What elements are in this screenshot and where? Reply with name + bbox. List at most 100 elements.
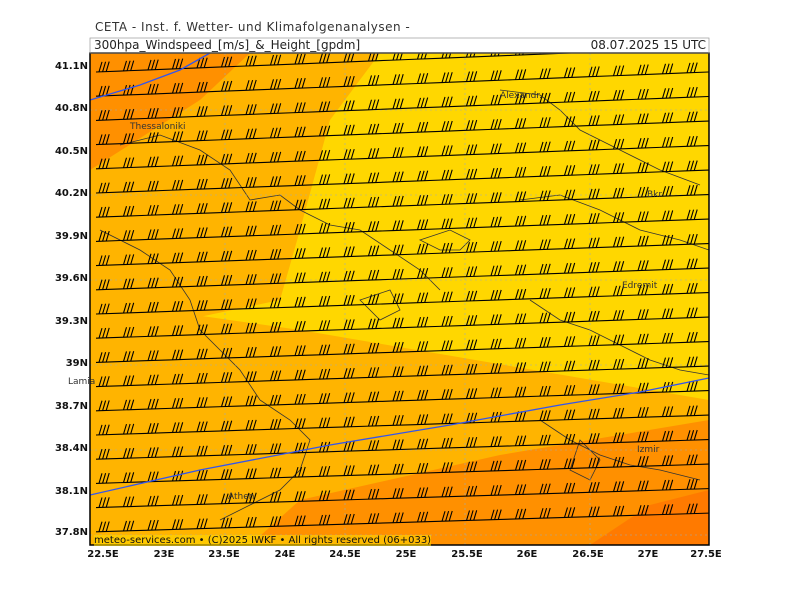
parameter-label: 300hpa_Windspeed_[m/s]_&_Height_[gpdm] bbox=[94, 38, 361, 52]
wind-barb bbox=[340, 246, 366, 258]
wind-barb bbox=[144, 204, 170, 216]
wind-barb bbox=[340, 416, 366, 428]
wind-barb bbox=[659, 430, 685, 442]
wind-barb bbox=[659, 479, 685, 491]
wind-barb bbox=[144, 83, 170, 95]
wind-barb bbox=[267, 103, 293, 115]
wind-barb bbox=[144, 301, 170, 313]
wind-barb bbox=[267, 491, 293, 503]
wind-barb bbox=[218, 250, 244, 262]
wind-barb bbox=[463, 315, 489, 327]
wind-barb bbox=[389, 171, 415, 183]
wind-barb bbox=[561, 311, 587, 323]
wind-barb bbox=[659, 112, 685, 124]
wind-barb bbox=[512, 264, 538, 276]
wind-barb bbox=[512, 484, 538, 496]
wind-barb bbox=[120, 496, 146, 508]
wind-barb bbox=[512, 215, 538, 227]
wind-barb bbox=[561, 384, 587, 396]
lat-tick: 39.3N bbox=[54, 316, 88, 327]
wind-barb bbox=[659, 357, 685, 369]
wind-barb bbox=[610, 65, 636, 77]
wind-barb bbox=[242, 249, 268, 261]
wind-barb bbox=[218, 177, 244, 189]
wind-barb bbox=[610, 236, 636, 248]
wind-barb bbox=[169, 422, 195, 434]
wind-barb bbox=[512, 191, 538, 203]
wind-barb bbox=[536, 190, 562, 202]
wind-barb bbox=[193, 469, 219, 481]
wind-barb bbox=[438, 462, 464, 474]
wind-barb bbox=[536, 385, 562, 397]
wind-barb bbox=[95, 279, 121, 291]
wind-barb bbox=[340, 100, 366, 112]
wind-barb bbox=[365, 99, 391, 111]
coastlines bbox=[99, 89, 709, 521]
wind-barb bbox=[95, 255, 121, 267]
wind-barb bbox=[365, 148, 391, 160]
lat-tick: 41.1N bbox=[54, 61, 88, 72]
wind-barb bbox=[267, 200, 293, 212]
wind-barb bbox=[463, 241, 489, 253]
wind-barb bbox=[512, 288, 538, 300]
wind-barb bbox=[242, 55, 268, 67]
wind-barb bbox=[536, 165, 562, 178]
wind-barb bbox=[144, 350, 170, 362]
wind-barb bbox=[316, 514, 342, 526]
wind-barb bbox=[291, 393, 317, 405]
wind-barb bbox=[340, 440, 366, 452]
wind-barb bbox=[414, 341, 440, 353]
wind-barb bbox=[438, 315, 464, 327]
wind-barb bbox=[169, 228, 195, 240]
wind-barb bbox=[340, 197, 366, 209]
wind-barb bbox=[291, 150, 317, 162]
wind-barb bbox=[389, 74, 415, 86]
wind-barb bbox=[585, 237, 611, 249]
wind-barb bbox=[463, 217, 489, 229]
wind-barb bbox=[95, 327, 121, 339]
wind-barb bbox=[316, 271, 342, 283]
wind-barb bbox=[95, 351, 121, 363]
wind-barb bbox=[95, 448, 121, 460]
wind-barb bbox=[683, 356, 709, 368]
wind-barb bbox=[634, 235, 660, 247]
wind-barb bbox=[438, 267, 464, 279]
wind-barb bbox=[683, 62, 709, 74]
wind-barb bbox=[169, 203, 195, 216]
wind-barb bbox=[610, 505, 636, 517]
wind-barb bbox=[536, 507, 562, 519]
wind-barb bbox=[512, 240, 538, 252]
wind-barb bbox=[193, 518, 219, 530]
wind-barb bbox=[683, 405, 709, 417]
wind-barb bbox=[585, 481, 611, 493]
wind-barb bbox=[365, 464, 391, 476]
subheader: 300hpa_Windspeed_[m/s]_&_Height_[gpdm] 0… bbox=[90, 38, 710, 52]
wind-barb bbox=[610, 334, 636, 346]
wind-barb bbox=[291, 248, 317, 260]
wind-barb bbox=[242, 346, 268, 358]
wind-barb bbox=[389, 268, 415, 280]
wind-barb bbox=[659, 259, 685, 271]
wind-barb bbox=[414, 73, 440, 85]
wind-barb bbox=[659, 185, 685, 197]
wind-barb bbox=[120, 520, 146, 532]
wind-barb bbox=[193, 251, 219, 263]
wind-barb bbox=[291, 345, 317, 357]
wind-barb bbox=[218, 299, 244, 311]
wind-barb bbox=[634, 480, 660, 492]
wind-barb bbox=[512, 166, 538, 178]
wind-barb bbox=[267, 78, 293, 90]
wind-barb bbox=[438, 242, 464, 254]
wind-barb bbox=[634, 455, 660, 467]
wind-barb bbox=[169, 179, 195, 191]
wind-barb bbox=[683, 307, 709, 319]
wind-barb bbox=[438, 169, 464, 181]
wind-barb bbox=[169, 252, 195, 264]
wind-barb bbox=[316, 417, 342, 429]
wind-barb bbox=[169, 155, 195, 167]
wind-barb bbox=[291, 491, 317, 503]
wind-barb bbox=[169, 470, 195, 482]
wind-barb bbox=[340, 294, 366, 306]
wind-barb bbox=[512, 435, 538, 447]
wind-barb bbox=[487, 387, 513, 399]
